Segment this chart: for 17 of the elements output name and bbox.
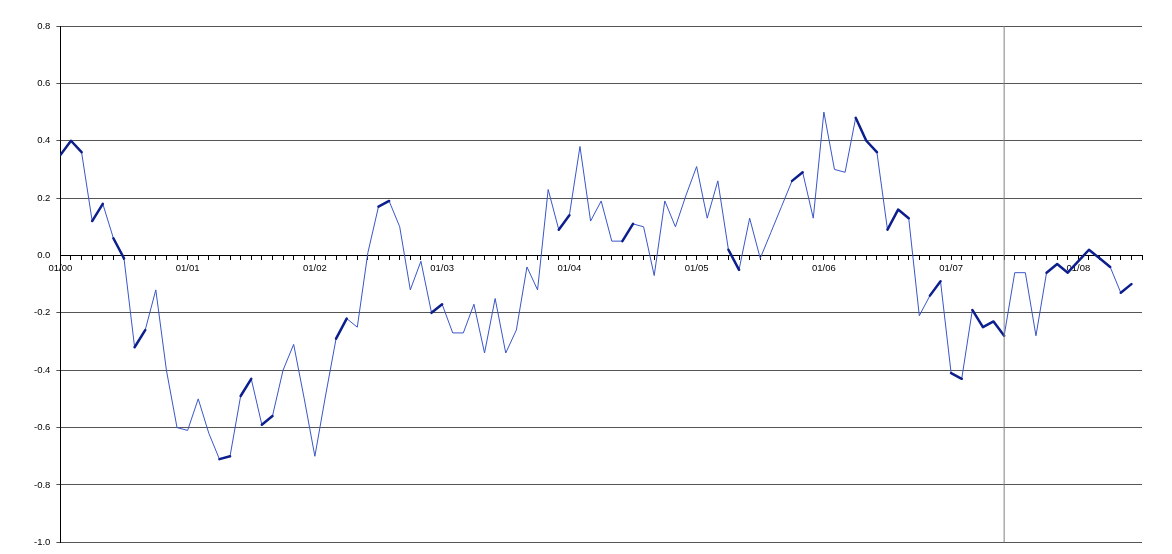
x-tick-label: 01/02 <box>302 261 327 273</box>
x-tick-label: 01/04 <box>557 261 582 273</box>
x-tick-label: 01/07 <box>939 261 964 273</box>
y-tick-label: -0.8 <box>33 478 51 490</box>
y-tick-label: -1.0 <box>33 535 51 547</box>
y-tick-label: -0.6 <box>33 421 51 433</box>
x-tick-label: 01/03 <box>430 261 455 273</box>
x-tick-label: 01/01 <box>175 261 200 273</box>
y-tick-label: 0.0 <box>37 249 51 261</box>
x-tick-label: 01/05 <box>684 261 709 273</box>
x-tick-label: 01/06 <box>811 261 836 273</box>
y-tick-label: 0.4 <box>37 134 51 146</box>
y-tick-label: 0.2 <box>37 191 51 203</box>
y-tick-label: 0.8 <box>37 19 51 31</box>
y-tick-label: -0.4 <box>33 363 51 375</box>
y-tick-label: 0.6 <box>37 76 51 88</box>
y-tick-label: -0.2 <box>33 306 51 318</box>
